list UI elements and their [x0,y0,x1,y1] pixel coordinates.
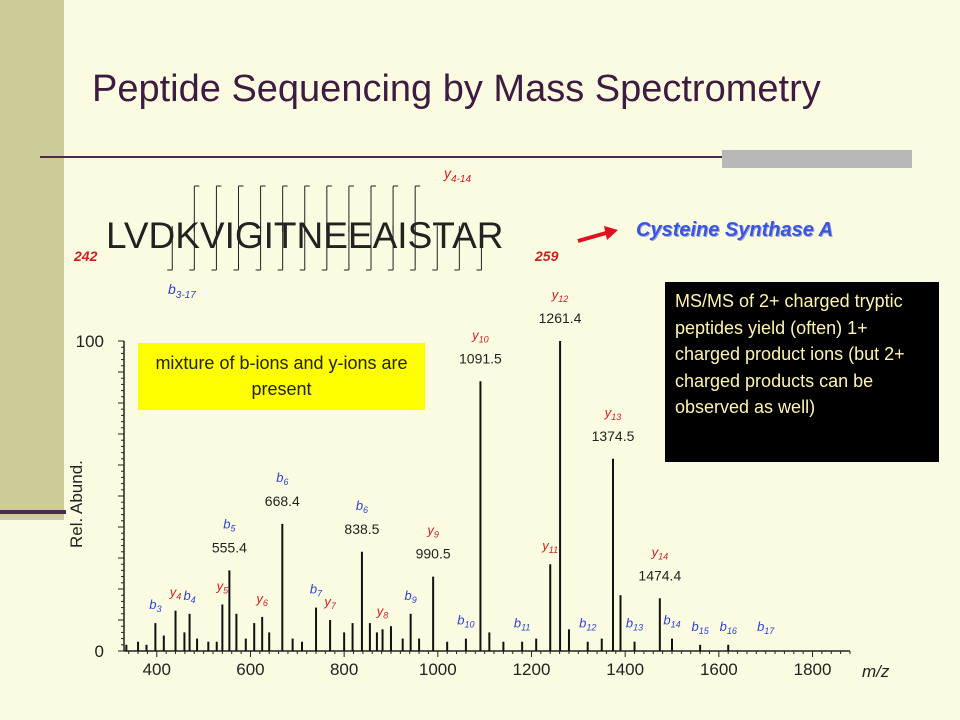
x-tick-label: 400 [143,660,171,679]
ion-label: b6 [356,498,368,515]
peak-mass-label: 838.5 [344,521,379,537]
ion-label: y14 [651,544,669,561]
ion-label: y7 [323,594,337,611]
ion-label: b17 [757,619,775,636]
peak-mass-label: 1474.4 [638,567,681,583]
ion-label: y10 [471,327,489,344]
ion-label: b15 [691,619,709,636]
ion-label: y13 [604,405,622,422]
x-tick-label: 1800 [794,660,832,679]
y-axis-label: Rel. Abund. [67,460,86,548]
protein-name: Cysteine Synthase A [636,219,834,241]
ion-label: y5 [216,579,230,596]
ion-label: b13 [626,616,643,633]
ion-label: y12 [551,287,569,304]
side-decor-bar [0,0,64,520]
mixture-note: mixture of b-ions and y-ions are present [138,343,425,410]
side-accent-line [0,510,66,514]
fragment-brackets [167,185,482,271]
ion-label: y4 [169,585,182,602]
peak-mass-label: 1091.5 [459,350,502,366]
x-tick-label: 1200 [513,660,551,679]
ion-label: b4 [183,588,195,605]
peak-series [125,341,730,651]
ion-label: y11 [541,538,558,555]
ion-label: b16 [720,619,737,636]
x-tick-label: 1400 [606,660,644,679]
x-axis-label: m/z [862,662,890,681]
y-tick-label: 0 [95,642,104,661]
peak-mass-label: 555.4 [212,539,247,555]
mass-label-layer: 555.4 668.4 838.5 990.5 1091.5 1261.4 1374.5 14… [212,310,682,583]
title-rule-block [722,150,912,168]
x-tick-label: 800 [330,660,358,679]
y-range-label: y4-14 [443,165,471,185]
b-range-label: b3-17 [168,281,196,301]
ion-label: b7 [310,582,323,599]
peak-mass-label: 990.5 [416,546,451,562]
info-box: MS/MS of 2+ charged tryptic peptides yie… [665,282,939,462]
ion-label: b12 [579,616,596,633]
ion-label: y8 [376,603,389,620]
ion-label: b11 [514,616,531,633]
x-tick-label: 1600 [700,660,738,679]
peak-mass-label: 1261.4 [539,310,582,326]
ion-label: b6 [276,470,288,487]
peptide-sequence: LVDKVIGITNEEAISTAR [106,215,504,256]
peak-mass-label: 668.4 [265,493,300,509]
slide-title: Peptide Sequencing by Mass Spectrometry [92,68,821,110]
y-tick-label: 100 [76,332,104,351]
ion-label: b3 [149,597,161,614]
protein-arrow [577,226,618,243]
ion-label: y6 [255,591,268,608]
ion-label: b14 [663,613,680,630]
ion-label: y9 [426,523,439,540]
x-tick-label: 600 [236,660,264,679]
start-residue: 242 [73,248,98,264]
end-residue: 259 [534,248,559,264]
title-rule [40,156,912,158]
ion-label: b10 [457,613,474,630]
ion-label: b5 [223,516,236,533]
peak-mass-label: 1374.5 [592,428,635,444]
x-tick-label: 1000 [419,660,457,679]
ion-label: b9 [405,588,417,605]
